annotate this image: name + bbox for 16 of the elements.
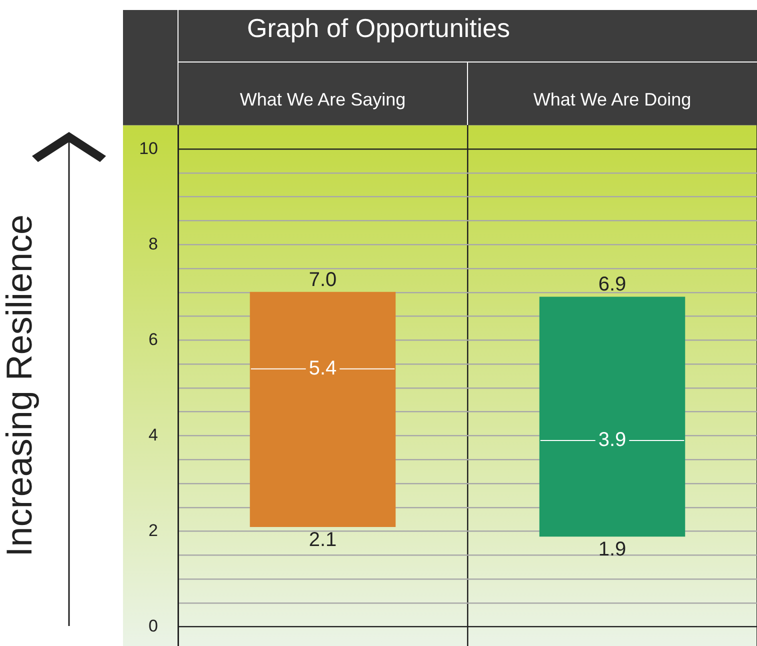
x-tick-label: What We Are Saying	[240, 89, 406, 110]
annotation: 7.0	[308, 268, 337, 291]
annotation: 3.9	[598, 429, 626, 452]
y-tick-label: 0	[148, 616, 158, 636]
y-tick-label: 4	[148, 425, 158, 444]
chart-title: Graph of Opportunities	[246, 12, 510, 43]
x-tick-label: What We Are Doing	[533, 89, 692, 110]
y-tick-label: 2	[148, 521, 158, 540]
annotation: 6.9	[598, 274, 626, 296]
annotation: 1.9	[598, 538, 626, 561]
y-axis-title: Increasing Resilience	[0, 214, 40, 557]
y-tick-label: 8	[148, 234, 158, 254]
y-tick-label: 10	[139, 138, 158, 158]
annotation: 2.1	[308, 529, 337, 552]
annotation: 5.4	[308, 357, 337, 380]
y-tick-label: 6	[148, 330, 158, 349]
